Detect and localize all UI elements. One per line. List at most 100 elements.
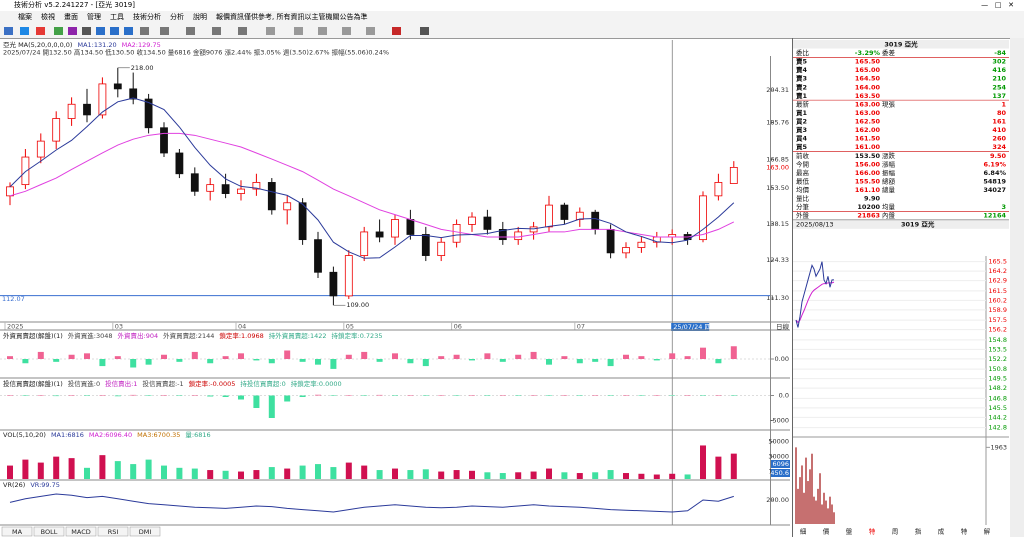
bar xyxy=(422,395,429,396)
candle-body xyxy=(52,118,61,142)
quote-cell: 324 xyxy=(992,143,1006,151)
quote-cell: 260 xyxy=(992,135,1006,143)
quote-cell: 9.50 xyxy=(990,152,1007,160)
bar xyxy=(730,453,737,479)
candle-body xyxy=(36,140,45,158)
detail-tab[interactable]: 指 xyxy=(915,527,922,536)
panel-header: MA2:6096.40 xyxy=(89,431,132,439)
value-tag-label: 6096 xyxy=(772,460,789,468)
candle-body xyxy=(452,224,461,243)
candle-body xyxy=(206,184,215,192)
quote-cell: 3019 亞光 xyxy=(901,219,935,228)
bar xyxy=(145,395,152,396)
quote-cell: 量比 xyxy=(796,194,810,203)
bar xyxy=(345,462,352,479)
detail-tab[interactable]: 盤 xyxy=(846,527,853,536)
candle-body xyxy=(83,103,91,116)
menu-item[interactable]: 分析 xyxy=(170,13,184,21)
quote-cell: 總額 xyxy=(882,176,896,185)
quote-cell: 163.00 xyxy=(855,100,881,108)
quote-cell: 80 xyxy=(997,109,1007,117)
y-tick-label: 154.8 xyxy=(988,336,1007,344)
menu-item[interactable]: 檢視 xyxy=(41,13,55,21)
bar xyxy=(392,468,398,479)
y-tick-label: 145.5 xyxy=(988,404,1007,412)
scrollbar[interactable] xyxy=(1010,38,1024,537)
bar xyxy=(546,395,552,396)
bar xyxy=(161,354,167,359)
bar xyxy=(315,394,321,396)
indicator-tab[interactable] xyxy=(1,526,33,537)
detail-tab[interactable]: 解 xyxy=(984,527,991,536)
panel-header: VR(26) xyxy=(3,481,25,489)
date-label: 07 xyxy=(577,323,585,331)
quote-cell: 委比 xyxy=(796,48,810,57)
panel-header: 外資賣出:904 xyxy=(118,331,159,340)
candle-body xyxy=(514,231,523,241)
bar xyxy=(114,395,121,397)
bar xyxy=(715,359,722,364)
quote-cell: 10200 xyxy=(857,203,880,211)
bar xyxy=(499,395,506,396)
bar xyxy=(191,468,198,479)
quote-cell: 410 xyxy=(992,126,1006,134)
quote-cell: 賣4 xyxy=(795,65,808,74)
detail-tab[interactable]: 特 xyxy=(869,527,876,536)
date-row-bg xyxy=(793,220,1009,229)
indicator-tab[interactable] xyxy=(97,526,129,537)
y-tick-label: 200.00 xyxy=(766,496,789,504)
quote-cell: 161.50 xyxy=(855,135,881,143)
y-tick-label: 160.2 xyxy=(988,296,1007,304)
ma5-line xyxy=(9,97,735,259)
menu-item[interactable]: 管理 xyxy=(87,13,101,21)
bar xyxy=(315,359,321,365)
bar xyxy=(730,395,737,396)
detail-tab[interactable]: 成 xyxy=(938,527,945,536)
bar xyxy=(669,353,676,359)
detail-tab[interactable]: 周 xyxy=(892,528,899,536)
y-tick-label: 124.33 xyxy=(766,256,789,264)
detail-tab[interactable]: 特 xyxy=(961,527,968,536)
bar xyxy=(684,395,691,396)
indicator-tab[interactable] xyxy=(33,526,65,537)
window-controls[interactable]: — □ ✕ xyxy=(981,1,1014,9)
bar xyxy=(638,395,645,396)
quote-cell: 12164 xyxy=(983,212,1006,220)
quote-cell: 162.50 xyxy=(855,118,881,126)
candle-body xyxy=(252,182,261,190)
menu-item[interactable]: 說明 xyxy=(193,13,207,21)
y-tick-label: 30000 xyxy=(768,453,789,461)
menu-item[interactable]: 技術分析 xyxy=(133,13,161,21)
bar xyxy=(191,395,198,396)
y-tick-label: -5000 xyxy=(770,417,789,425)
bar xyxy=(7,356,13,359)
detail-tab[interactable]: 細 xyxy=(800,527,807,536)
menu-item[interactable]: 畫面 xyxy=(64,13,78,21)
indicator-tab[interactable] xyxy=(65,526,97,537)
bar xyxy=(653,395,660,396)
candle-body xyxy=(298,202,307,241)
toolbar-icons[interactable] xyxy=(4,27,429,35)
candle-body xyxy=(221,184,230,194)
detail-tab[interactable]: 價 xyxy=(823,527,830,536)
bar xyxy=(330,395,337,396)
y-tick-label: 1963 xyxy=(990,443,1007,451)
quote-cell: 賣5 xyxy=(795,57,808,66)
candle-body xyxy=(360,231,369,256)
candle-body xyxy=(391,219,399,238)
menu-item[interactable]: 檔案 xyxy=(18,13,32,21)
bar xyxy=(222,356,229,359)
quote-cell: 最低 xyxy=(796,176,810,185)
bar xyxy=(592,359,599,362)
panel-header: 投信買進:0 xyxy=(68,379,100,388)
panel-header: 量:6816 xyxy=(185,431,210,439)
quote-cell: 內盤 xyxy=(882,211,896,220)
bar xyxy=(207,359,214,364)
menu-item[interactable]: 工具 xyxy=(110,13,124,21)
quote-cell: 155.50 xyxy=(855,177,881,185)
panel-header: VOL(5,10,20) xyxy=(3,431,46,439)
date-label: 2025 xyxy=(7,323,24,331)
bar xyxy=(469,359,475,361)
indicator-tab[interactable] xyxy=(129,526,161,537)
